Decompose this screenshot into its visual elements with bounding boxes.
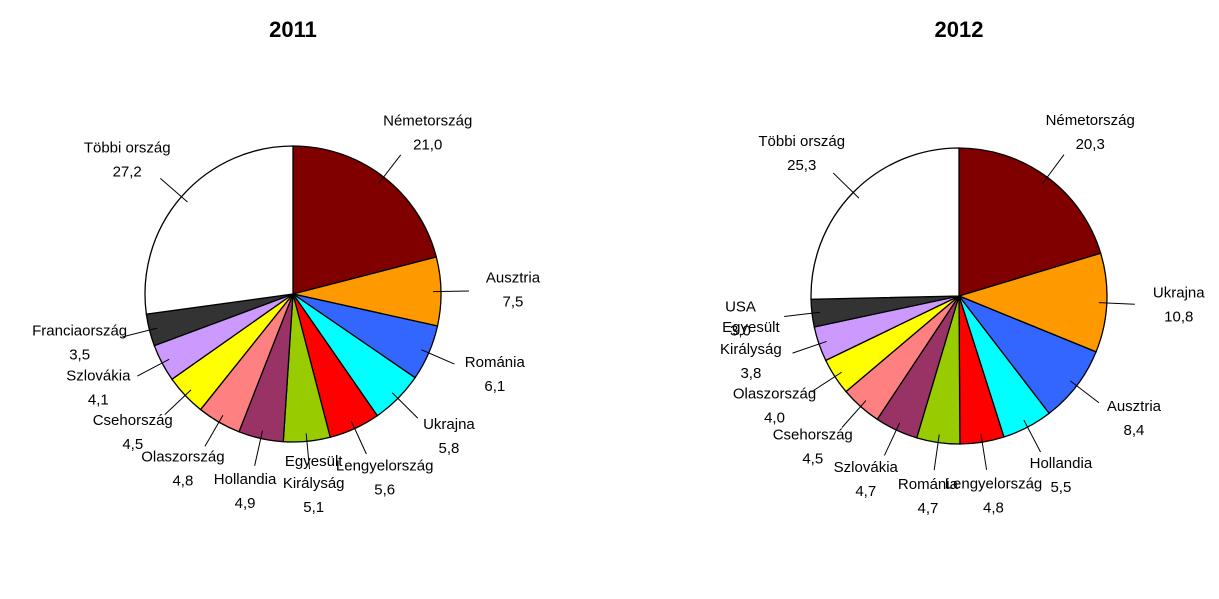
slice-label: Lengyelország xyxy=(945,475,1043,492)
value-label: 21,0 xyxy=(413,136,442,153)
value-label: 5,5 xyxy=(1050,479,1071,496)
leader-line xyxy=(122,327,158,338)
value-label: 4,1 xyxy=(88,392,109,409)
leader-line xyxy=(1098,302,1135,305)
value-label: 4,5 xyxy=(802,451,823,468)
leader-line xyxy=(391,392,419,419)
leader-line xyxy=(933,434,940,471)
slice-label: Többi ország xyxy=(84,140,171,157)
slice-label: Hollandia xyxy=(214,471,277,488)
leader-line xyxy=(160,177,188,203)
leader-line xyxy=(980,434,988,470)
value-label: 5,8 xyxy=(438,440,459,457)
value-label: 4,7 xyxy=(855,483,876,500)
slice-label: Olaszország xyxy=(141,449,224,466)
leader-line xyxy=(432,290,469,293)
leader-line xyxy=(350,421,367,455)
slice-label: Ukrajna xyxy=(1153,285,1205,302)
leader-line xyxy=(841,400,867,428)
slice-label: Többi ország xyxy=(758,133,845,150)
slice-label: Lengyelország xyxy=(336,457,434,474)
slice-label: Szlovákia xyxy=(834,459,899,476)
slice-label: Németország xyxy=(383,112,472,129)
value-label: 5,6 xyxy=(374,481,395,498)
slice-label: Csehország xyxy=(773,427,853,444)
leader-line xyxy=(1070,380,1100,404)
value-label: 7,5 xyxy=(503,293,524,310)
leader-line xyxy=(811,371,842,393)
slice-label: Ukrajna xyxy=(423,416,475,433)
value-label: 5,1 xyxy=(303,499,324,516)
leader-line xyxy=(883,422,901,456)
slice-label: Hollandia xyxy=(1030,455,1093,472)
leader-line xyxy=(305,433,311,470)
value-label: 10,8 xyxy=(1164,309,1193,326)
value-label: 4,8 xyxy=(172,473,193,490)
value-label: 4,9 xyxy=(235,495,256,512)
chart-title: 2011 xyxy=(269,17,317,42)
value-label: 8,4 xyxy=(1123,422,1144,439)
value-label: 3,0 xyxy=(730,323,751,340)
slice-label: Olaszország xyxy=(733,386,816,403)
leader-line xyxy=(832,172,860,199)
slice-label: Egyesült Királyság xyxy=(720,319,782,358)
leader-line xyxy=(254,430,263,466)
slice-label: Ausztria xyxy=(1107,398,1162,415)
value-label: 25,3 xyxy=(787,157,816,174)
pie-slice xyxy=(810,147,960,300)
leader-line xyxy=(204,414,224,447)
slice-label: Románia xyxy=(898,476,959,493)
leader-line xyxy=(137,358,170,377)
pie-slice xyxy=(144,145,294,315)
leader-line xyxy=(164,389,192,415)
slice-label: Szlovákia xyxy=(66,368,131,385)
value-label: 4,7 xyxy=(918,500,939,517)
slice-label: Ausztria xyxy=(486,269,541,286)
leader-line xyxy=(784,311,821,317)
value-label: 3,5 xyxy=(69,346,90,363)
leader-line xyxy=(1023,419,1041,453)
leader-line xyxy=(1042,154,1065,184)
leader-line xyxy=(378,154,402,184)
leader-line xyxy=(421,349,455,365)
chart-title: 2012 xyxy=(935,17,984,42)
slice-label: Csehország xyxy=(93,412,173,429)
slice-label: Egyesült Királyság xyxy=(283,453,345,492)
value-label: 27,2 xyxy=(113,164,142,181)
leader-line xyxy=(792,340,827,354)
value-label: 4,8 xyxy=(983,499,1004,516)
value-label: 6,1 xyxy=(484,378,505,395)
value-label: 4,5 xyxy=(122,436,143,453)
value-label: 4,0 xyxy=(764,410,785,427)
slice-label: Románia xyxy=(465,354,526,371)
slice-label: USA xyxy=(725,299,756,316)
slice-label: Franciaország xyxy=(32,322,127,339)
slice-label: Németország xyxy=(1046,112,1135,129)
value-label: 3,8 xyxy=(740,365,761,382)
value-label: 20,3 xyxy=(1076,136,1105,153)
